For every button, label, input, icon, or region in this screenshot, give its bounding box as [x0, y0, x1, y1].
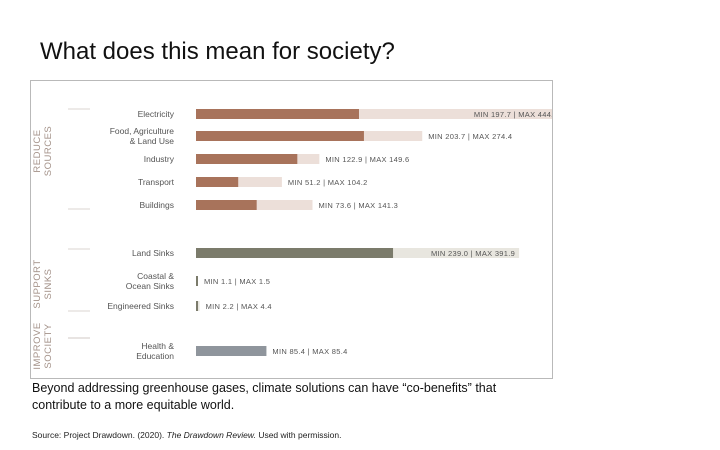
source-citation: Source: Project Drawdown. (2020). The Dr…: [32, 430, 341, 440]
range-label: MIN 85.4 | MAX 85.4: [272, 347, 347, 356]
group-label: IMPROVESOCIETY: [32, 322, 54, 369]
category-label: Food, Agriculture & Land Use: [110, 126, 175, 146]
min-bar: [196, 131, 364, 141]
drawdown-chart: REDUCESOURCES Electricity MIN 197.7 | MAX …: [30, 80, 553, 379]
source-title: The Drawdown Review.: [167, 430, 256, 440]
source-suffix: Used with permission.: [256, 430, 342, 440]
group-label: SUPPORTSINKS: [32, 259, 54, 308]
range-label: MIN 197.7 | MAX 444.0: [474, 110, 552, 119]
min-bar: [196, 200, 257, 210]
category-label: Transport: [138, 177, 175, 187]
body-text: Beyond addressing greenhouse gases, clim…: [32, 380, 552, 414]
source-prefix: Source: Project Drawdown. (2020).: [32, 430, 167, 440]
range-label: MIN 73.6 | MAX 141.3: [318, 201, 398, 210]
range-label: MIN 51.2 | MAX 104.2: [288, 178, 368, 187]
category-label: Industry: [144, 154, 175, 164]
chart-svg: REDUCESOURCES Electricity MIN 197.7 | MAX …: [31, 81, 552, 378]
min-bar: [196, 301, 198, 311]
range-label: MIN 2.2 | MAX 4.4: [206, 302, 272, 311]
category-label: Coastal & Ocean Sinks: [126, 271, 175, 291]
category-label: Electricity: [138, 109, 175, 119]
range-label: MIN 203.7 | MAX 274.4: [428, 132, 512, 141]
category-label: Land Sinks: [132, 248, 174, 258]
range-label: MIN 122.9 | MAX 149.6: [325, 155, 409, 164]
min-bar: [196, 276, 198, 286]
range-label: MIN 1.1 | MAX 1.5: [204, 277, 270, 286]
range-label: MIN 239.0 | MAX 391.9: [431, 249, 515, 258]
slide-title: What does this mean for society?: [40, 38, 395, 66]
min-bar: [196, 154, 297, 164]
min-bar: [196, 109, 359, 119]
min-bar: [196, 346, 266, 356]
category-label: Health & Education: [136, 341, 174, 361]
min-bar: [196, 248, 393, 258]
group-label: REDUCESOURCES: [32, 126, 54, 176]
category-label: Engineered Sinks: [107, 301, 174, 311]
category-label: Buildings: [140, 200, 175, 210]
min-bar: [196, 177, 238, 187]
